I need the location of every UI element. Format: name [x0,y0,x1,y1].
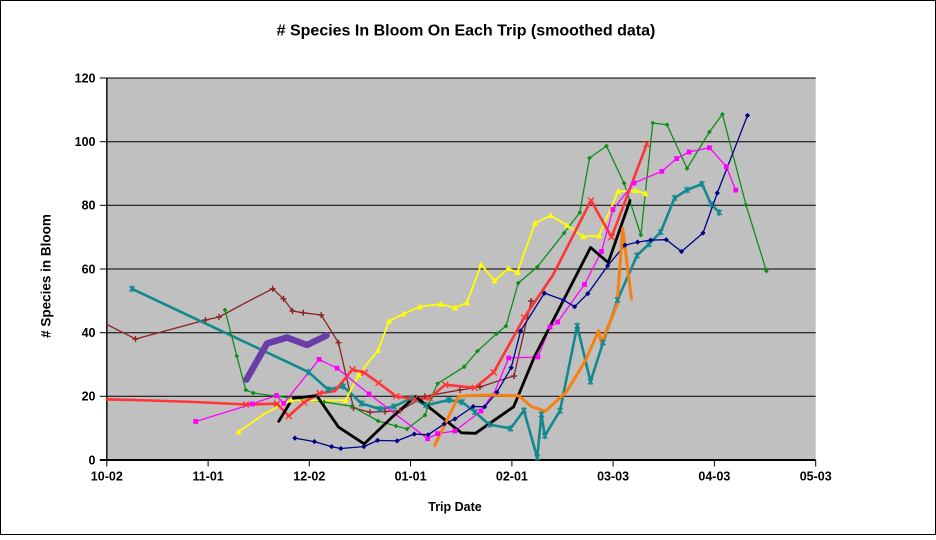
svg-text:12-02: 12-02 [293,470,325,484]
svg-text:02-01: 02-01 [496,470,528,484]
svg-text:# Species In Bloom On Each Tri: # Species In Bloom On Each Trip (smoothe… [277,23,656,40]
svg-text:80: 80 [82,199,96,213]
svg-text:120: 120 [75,71,96,85]
svg-text:11-01: 11-01 [192,470,223,484]
svg-text:01-01: 01-01 [395,470,427,484]
svg-text:03-03: 03-03 [597,470,629,484]
svg-text:04-03: 04-03 [698,470,730,484]
svg-text:60: 60 [82,262,96,276]
svg-text:40: 40 [82,326,96,340]
svg-text:20: 20 [82,390,96,404]
svg-text:Trip Date: Trip Date [428,500,482,514]
svg-text:0: 0 [89,453,96,467]
svg-text:100: 100 [75,135,96,149]
svg-text:05-03: 05-03 [800,470,832,484]
svg-text:# Species in Bloom: # Species in Bloom [39,214,54,338]
svg-text:10-02: 10-02 [91,470,123,484]
